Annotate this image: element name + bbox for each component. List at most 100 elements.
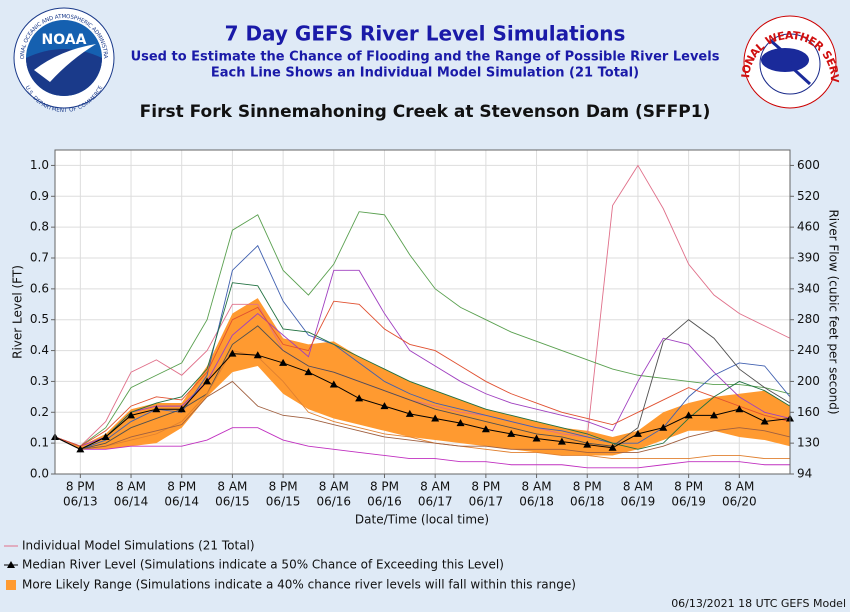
x-tick-label: 06/20: [722, 495, 757, 509]
x-tick-label: 8 PM: [66, 480, 95, 494]
median-marker: [608, 443, 617, 451]
x-tick-label: 06/14: [164, 495, 199, 509]
legend-icon: [7, 561, 15, 568]
y-axis-label: River Level (FT): [11, 265, 25, 359]
x-tick-label: 06/16: [367, 495, 402, 509]
noaa-logo: NOAA NATIONAL OCEANIC AND ATMOSPHERIC AD…: [0, 0, 115, 114]
median-marker: [228, 349, 237, 357]
y2-tick-label: 460: [797, 220, 820, 234]
legend-label: Individual Model Simulations (21 Total): [22, 539, 255, 553]
median-marker: [101, 432, 110, 440]
x-tick-label: 06/19: [671, 495, 706, 509]
x-tick-label: 06/15: [266, 495, 301, 509]
y-tick-label: 0.0: [30, 467, 49, 481]
median-marker: [304, 368, 313, 376]
y-tick-label: 0.1: [30, 436, 49, 450]
plot-frame: [54, 149, 791, 475]
y-tick-label: 0.5: [30, 312, 49, 326]
median-marker: [177, 405, 186, 413]
x-tick-label: 06/16: [316, 495, 351, 509]
legend-icon: [6, 580, 16, 590]
median-marker: [709, 411, 718, 419]
y2-tick-label: 130: [797, 436, 820, 450]
x-axis-label: Date/Time (local time): [355, 513, 489, 527]
median-marker: [557, 437, 566, 445]
median-marker: [507, 429, 516, 437]
x-tick-label: 8 AM: [319, 480, 349, 494]
x-tick-label: 06/15: [215, 495, 250, 509]
legend-label: Median River Level (Simulations indicate…: [22, 558, 504, 572]
station-title: First Fork Sinnemahoning Creek at Steven…: [140, 102, 711, 122]
y2-tick-label: 280: [797, 312, 820, 326]
y2-tick-label: 94: [797, 467, 812, 481]
simulation-line: [54, 427, 790, 469]
y-tick-label: 0.8: [30, 220, 49, 234]
y2-tick-label: 600: [797, 158, 820, 172]
median-marker: [380, 402, 389, 410]
y-tick-label: 0.6: [30, 281, 49, 295]
x-tick-label: 8 AM: [217, 480, 247, 494]
simulation-line: [54, 244, 791, 450]
y-tick-label: 1.0: [30, 158, 49, 172]
x-tick-label: 06/14: [114, 495, 149, 509]
median-marker: [76, 445, 85, 453]
x-tick-label: 8 AM: [522, 480, 552, 494]
median-marker: [253, 351, 262, 359]
x-tick-label: 8 PM: [167, 480, 196, 494]
median-marker: [405, 409, 414, 417]
median-marker: [659, 423, 668, 431]
y-tick-label: 0.3: [30, 374, 49, 388]
median-marker: [456, 419, 465, 427]
x-tick-label: 8 AM: [420, 480, 450, 494]
subtitle: Used to Estimate the Chance of Flooding …: [131, 50, 720, 65]
x-tick-label: 8 PM: [471, 480, 500, 494]
x-tick-label: 8 PM: [370, 480, 399, 494]
y2-tick-label: 160: [797, 405, 820, 419]
simulation-line: [54, 269, 791, 447]
x-tick-label: 8 AM: [724, 480, 754, 494]
x-tick-label: 06/19: [621, 495, 656, 509]
median-marker: [203, 377, 212, 385]
y-tick-label: 0.9: [30, 189, 49, 203]
simulation-line: [54, 164, 791, 447]
median-marker: [633, 429, 642, 437]
footer: 06/13/2021 18 UTC GEFS Model: [671, 597, 846, 610]
median-line: [54, 353, 791, 450]
x-tick-label: 8 PM: [573, 480, 602, 494]
y2-tick-label: 200: [797, 374, 820, 388]
y-tick-label: 0.4: [30, 343, 49, 357]
simulation-line: [54, 350, 790, 460]
x-tick-label: 06/18: [519, 495, 554, 509]
median-marker: [152, 405, 161, 413]
noaa-text: NOAA: [42, 32, 87, 48]
y2-tick-label: 390: [797, 251, 820, 265]
subtitle: Each Line Shows an Individual Model Simu…: [211, 66, 639, 81]
x-tick-label: 8 AM: [623, 480, 653, 494]
legend-label: More Likely Range (Simulations indicate …: [22, 578, 576, 592]
median-marker: [279, 358, 288, 366]
x-tick-label: 8 PM: [269, 480, 298, 494]
median-marker: [532, 434, 541, 442]
y-tick-label: 0.2: [30, 405, 49, 419]
median-marker: [735, 405, 744, 413]
simulation-line: [54, 380, 791, 453]
y2-tick-label: 340: [797, 281, 820, 295]
median-marker: [481, 425, 490, 433]
median-marker: [684, 411, 693, 419]
simulation-line: [54, 300, 791, 447]
median-marker: [760, 417, 769, 425]
title: 7 Day GEFS River Level Simulations: [225, 22, 626, 46]
y2-tick-label: 520: [797, 189, 820, 203]
y-tick-label: 0.7: [30, 251, 49, 265]
x-tick-label: 8 AM: [116, 480, 146, 494]
x-tick-label: 06/17: [469, 495, 504, 509]
likely-range: [55, 298, 790, 456]
simulation-line: [54, 282, 791, 450]
simulation-line: [54, 319, 791, 450]
y2-tick-label: 240: [797, 343, 820, 357]
x-tick-label: 06/17: [418, 495, 453, 509]
x-tick-label: 06/18: [570, 495, 605, 509]
simulation-line: [54, 211, 791, 447]
y2-axis-label: River Flow (cubic feet per second): [827, 209, 841, 414]
